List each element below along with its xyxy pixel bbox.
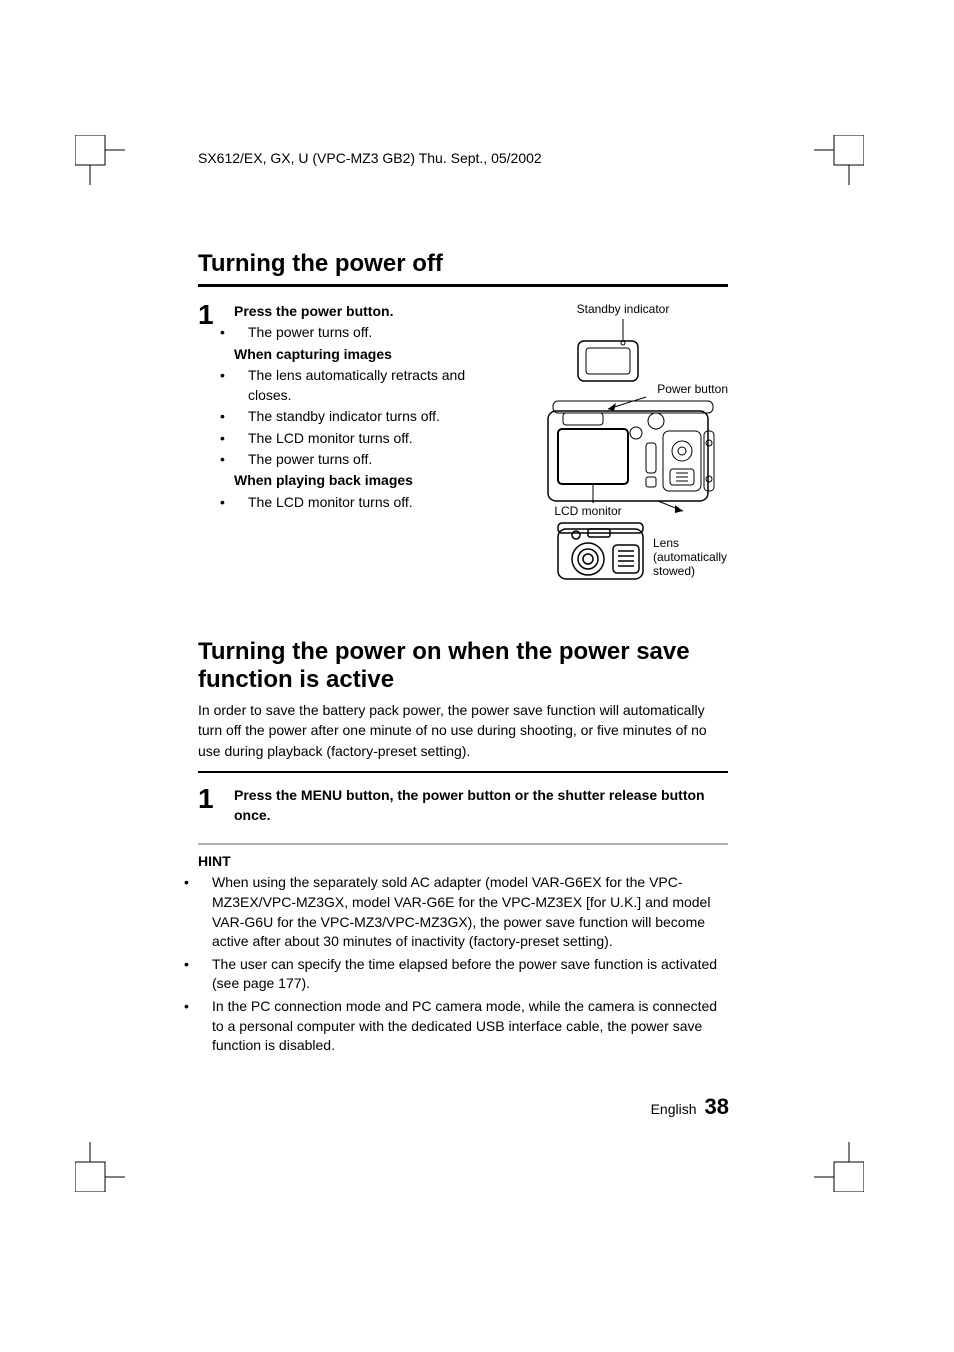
crop-mark-bottom-left [75, 1142, 125, 1192]
subheading: When capturing images [234, 344, 498, 364]
document-header: SX612/EX, GX, U (VPC-MZ3 GB2) Thu. Sept.… [198, 150, 542, 166]
bullet-item: The power turns off. [234, 322, 498, 342]
crop-mark-top-right [814, 135, 864, 185]
crop-mark-bottom-right [814, 1142, 864, 1192]
step-number: 1 [198, 301, 218, 329]
step-number: 1 [198, 785, 218, 813]
bullet-item: The LCD monitor turns off. [234, 428, 498, 448]
bullet-item: The lens automatically retracts and clos… [234, 365, 498, 406]
bullet-item: The power turns off. [234, 449, 498, 469]
section-title-power-save: Turning the power on when the power save… [198, 638, 728, 694]
label-lens: Lens (automatically stowed) [653, 536, 728, 578]
crop-mark-top-left [75, 135, 125, 185]
page-content: Turning the power off 1 Press the power … [198, 250, 728, 1059]
label-power-button: Power button [657, 382, 728, 396]
intro-paragraph: In order to save the battery pack power,… [198, 700, 728, 761]
label-standby: Standby indicator [577, 302, 670, 316]
hint-heading: HINT [198, 853, 728, 869]
camera-front-icon [558, 523, 643, 579]
camera-diagram: Standby indicator Power button [518, 301, 728, 601]
page-number: 38 [705, 1094, 729, 1120]
hint-item: When using the separately sold AC adapte… [198, 873, 728, 951]
hint-item: The user can specify the time elapsed be… [198, 955, 728, 994]
section-title-power-off: Turning the power off [198, 250, 728, 278]
label-lcd: LCD monitor [554, 504, 621, 518]
hint-rule [198, 843, 728, 845]
hint-item: In the PC connection mode and PC camera … [198, 997, 728, 1056]
section-rule [198, 284, 728, 287]
bullet-item: The standby indicator turns off. [234, 406, 498, 426]
step-title: Press the MENU button, the power button … [234, 785, 728, 826]
bullet-item: The LCD monitor turns off. [234, 492, 498, 512]
section-rule [198, 771, 728, 773]
camera-back-icon [548, 401, 714, 501]
page-footer: English 38 [651, 1094, 729, 1120]
subheading: When playing back images [234, 470, 498, 490]
step-title: Press the power button. [234, 301, 498, 321]
footer-language: English [651, 1101, 697, 1117]
